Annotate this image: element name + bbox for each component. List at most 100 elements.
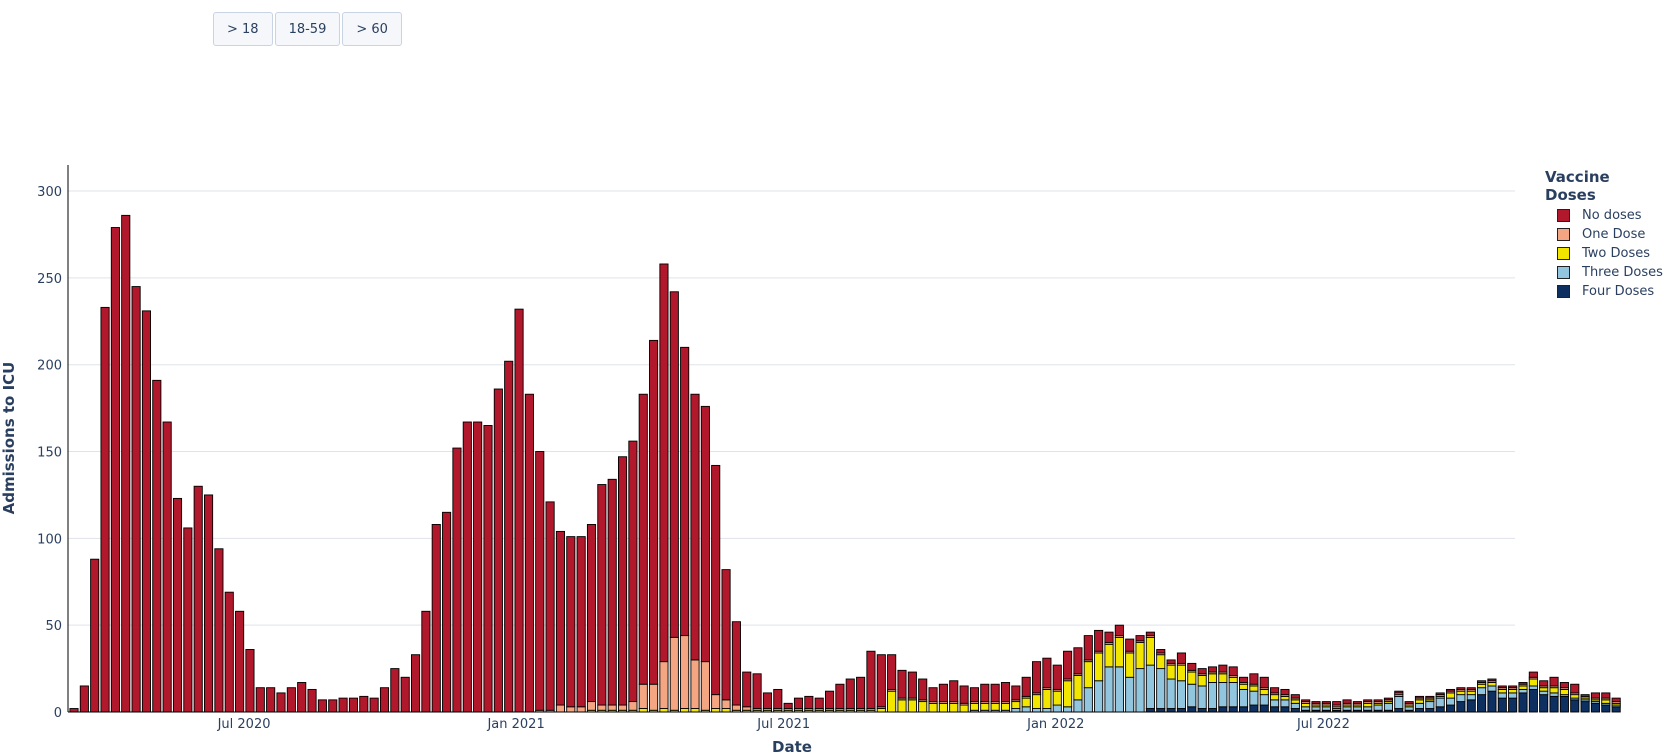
bar-segment xyxy=(659,661,669,709)
bar-segment xyxy=(1073,647,1083,675)
bar-segment xyxy=(700,405,710,663)
age-over-60-button[interactable]: > 60 xyxy=(342,12,402,46)
x-tick-label: Jul 2020 xyxy=(217,717,271,732)
x-tick-label: Jan 2022 xyxy=(1026,717,1084,732)
bar-segment xyxy=(721,569,731,701)
bar-segment xyxy=(1456,690,1466,696)
bar-segment xyxy=(1280,688,1290,696)
bar-segment xyxy=(1518,688,1528,694)
bar-segment xyxy=(773,688,783,709)
bar-segment xyxy=(1259,676,1269,689)
bar-segment xyxy=(183,527,193,713)
bar-segment xyxy=(1456,687,1466,690)
bar-segment xyxy=(1528,671,1538,678)
age-over-18-button[interactable]: > 18 xyxy=(213,12,273,46)
bar-segment xyxy=(845,678,855,709)
bar-segment xyxy=(224,591,234,713)
bar-segment xyxy=(1580,701,1590,713)
bar-segment xyxy=(1435,692,1445,696)
bar-segment xyxy=(90,558,100,713)
bar-segment xyxy=(1166,659,1176,664)
bar-segment xyxy=(276,692,286,713)
bar-segment xyxy=(721,699,731,709)
bar-segment xyxy=(1145,631,1155,637)
bar-segment xyxy=(1301,699,1311,703)
bar-segment xyxy=(1528,678,1538,687)
bar-segment xyxy=(1125,652,1135,678)
bar-segment xyxy=(69,708,79,713)
bar-segment xyxy=(659,708,669,713)
bar-segment xyxy=(1156,654,1166,670)
bar-segment xyxy=(1228,706,1238,713)
bar-segment xyxy=(1301,702,1311,708)
y-tick-label: 0 xyxy=(54,706,62,721)
bar-segment xyxy=(690,659,700,709)
bar-segment xyxy=(1197,708,1207,713)
bar-segment xyxy=(1487,685,1497,692)
bar-segment xyxy=(297,682,307,713)
bar-segment xyxy=(1031,661,1042,694)
bar-segment xyxy=(1456,694,1466,703)
legend-item[interactable]: No doses xyxy=(1545,206,1664,225)
bar-segment xyxy=(1332,701,1342,706)
legend-item[interactable]: One Dose xyxy=(1545,225,1664,244)
x-axis-title: Date xyxy=(772,738,812,756)
y-tick-label: 50 xyxy=(45,619,62,634)
bar-segment xyxy=(659,263,669,663)
bar-segment xyxy=(1425,708,1435,713)
bar-segment xyxy=(586,701,597,711)
bar-segment xyxy=(1321,706,1331,711)
bar-segment xyxy=(1238,683,1249,690)
bar-segment xyxy=(907,699,917,713)
bar-segment xyxy=(762,692,772,709)
bar-segment xyxy=(1114,636,1124,668)
bar-segment xyxy=(203,494,214,713)
bar-segment xyxy=(235,610,245,713)
bar-segment xyxy=(462,421,472,713)
bar-segment xyxy=(1466,699,1476,713)
bar-segment xyxy=(390,668,400,713)
bar-segment xyxy=(980,683,990,703)
legend-item[interactable]: Two Doses xyxy=(1545,244,1664,263)
bar-segment xyxy=(1570,699,1580,713)
bar-segment xyxy=(400,676,410,713)
bar-segment xyxy=(1011,701,1021,709)
legend-item[interactable]: Three Doses xyxy=(1545,263,1664,282)
bar-segment xyxy=(876,654,886,708)
bar-segment xyxy=(700,661,710,711)
bar-segment xyxy=(1135,635,1145,642)
bar-segment xyxy=(121,214,131,713)
bar-segment xyxy=(1104,631,1114,643)
bar-segment xyxy=(1363,702,1373,708)
bar-segment xyxy=(1052,704,1062,713)
bar-segment xyxy=(938,702,948,713)
bar-segment xyxy=(1601,692,1611,699)
legend-swatch xyxy=(1557,266,1570,279)
legend-item[interactable]: Four Doses xyxy=(1545,282,1664,301)
bar-segment xyxy=(100,306,110,713)
bar-segment xyxy=(1000,702,1011,711)
bar-segment xyxy=(1528,685,1538,690)
bar-segment xyxy=(1270,694,1280,701)
bar-segment xyxy=(990,702,1000,711)
filter-toolbar: > 18 18-59 > 60 xyxy=(213,12,402,46)
bar-segment xyxy=(1083,635,1093,661)
bar-segment xyxy=(618,456,628,706)
bar-segment xyxy=(1311,706,1321,711)
bar-segment xyxy=(1176,680,1186,709)
bar-segment xyxy=(1021,706,1031,713)
bar-segment xyxy=(1559,695,1569,713)
bar-segment xyxy=(442,511,452,713)
bar-segment xyxy=(1373,699,1383,703)
bar-segment xyxy=(317,699,327,713)
legend-swatch xyxy=(1557,285,1570,298)
age-18-59-button[interactable]: 18-59 xyxy=(274,12,341,46)
bar-segment xyxy=(338,697,348,713)
bar-segment xyxy=(1445,692,1456,699)
bar-segment xyxy=(1414,699,1425,704)
bar-segment xyxy=(1228,676,1238,683)
bar-segment xyxy=(431,524,441,713)
bar-segment xyxy=(286,687,296,713)
bar-segment xyxy=(1363,699,1373,703)
bar-segment xyxy=(1611,697,1621,703)
